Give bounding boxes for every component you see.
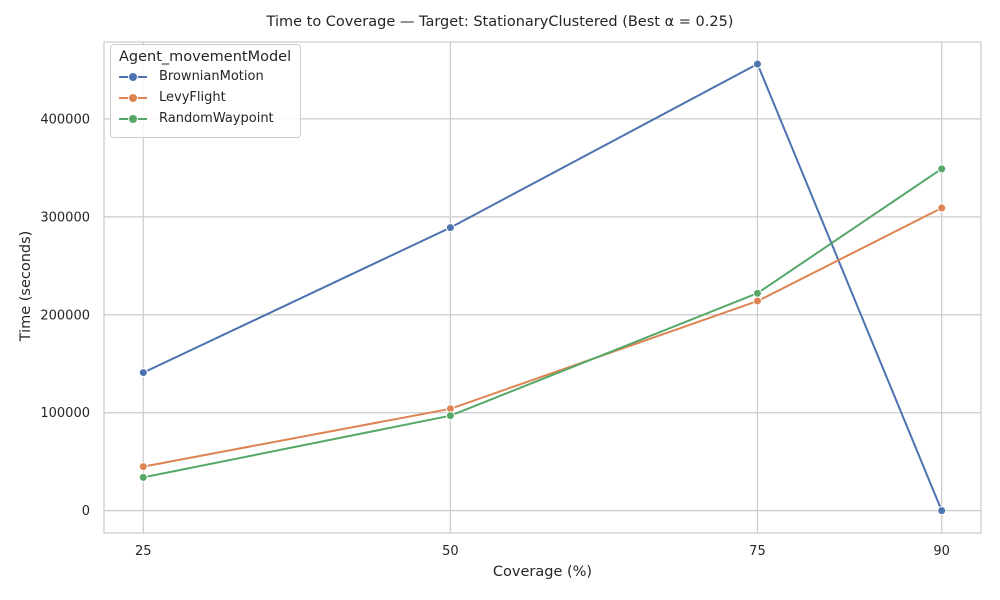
chart-title: Time to Coverage — Target: StationaryClu… xyxy=(266,14,734,30)
y-tick-label: 200000 xyxy=(40,308,90,323)
y-axis-ticks: 0 100000 200000 300000 400000 xyxy=(40,112,90,519)
data-point xyxy=(937,203,947,213)
x-axis-label: Coverage (%) xyxy=(492,564,593,580)
legend: Agent_movementModel BrownianMotion LevyFl… xyxy=(110,44,301,138)
plot-frame xyxy=(103,41,982,534)
x-tick-label: 75 xyxy=(749,544,766,559)
y-tick-label: 0 xyxy=(82,504,90,519)
data-point xyxy=(937,506,947,516)
series-group xyxy=(138,59,947,516)
legend-item: LevyFlight xyxy=(119,87,292,108)
series-BrownianMotion xyxy=(138,59,947,516)
legend-swatch xyxy=(119,93,147,103)
legend-label: RandomWaypoint xyxy=(159,111,274,126)
x-tick-label: 25 xyxy=(135,544,152,559)
legend-swatch xyxy=(119,114,147,124)
x-axis-ticks: 25 50 75 90 xyxy=(135,544,950,559)
legend-item: BrownianMotion xyxy=(119,66,292,87)
data-point xyxy=(445,223,455,233)
data-point xyxy=(752,288,762,298)
x-tick-label: 50 xyxy=(442,544,459,559)
x-tick-label: 90 xyxy=(933,544,950,559)
data-point xyxy=(752,296,762,306)
series-line xyxy=(142,63,943,512)
legend-item: RandomWaypoint xyxy=(119,108,292,129)
series-line xyxy=(143,207,943,468)
data-point xyxy=(752,59,762,69)
grid-lines xyxy=(104,42,981,533)
series-line xyxy=(143,167,943,479)
y-tick-label: 400000 xyxy=(40,112,90,127)
legend-label: LevyFlight xyxy=(159,90,226,105)
legend-label: BrownianMotion xyxy=(159,69,264,84)
data-point xyxy=(445,411,455,421)
series-RandomWaypoint xyxy=(138,164,947,482)
y-tick-label: 300000 xyxy=(40,210,90,225)
legend-swatch xyxy=(119,72,147,82)
y-tick-label: 100000 xyxy=(40,406,90,421)
series-LevyFlight xyxy=(138,203,947,472)
y-axis-label: Time (seconds) xyxy=(18,230,34,342)
data-point xyxy=(138,368,148,378)
data-point xyxy=(937,164,947,174)
legend-title: Agent_movementModel xyxy=(119,49,292,65)
data-point xyxy=(138,462,148,472)
data-point xyxy=(138,472,148,482)
